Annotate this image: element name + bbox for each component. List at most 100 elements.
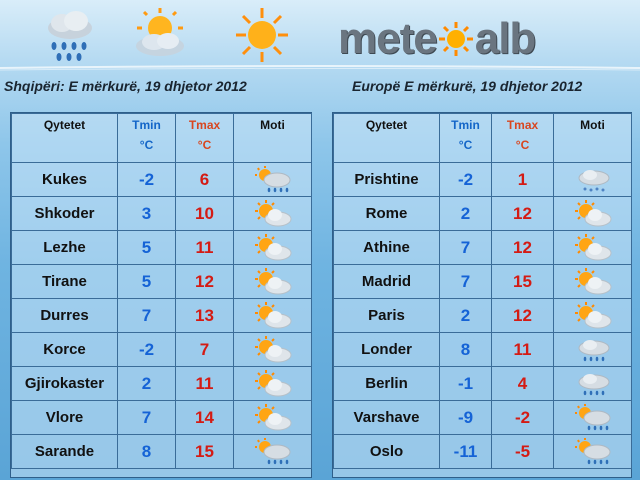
weather-cell — [553, 332, 632, 367]
europe-forecast-table: Qytetet Tmin °C Tmax °C Moti Prishtine -2 1 R… — [333, 113, 632, 469]
weather-cell — [553, 366, 632, 401]
table-row: Korce -2 7 — [11, 332, 312, 367]
tmin-cell: 7 — [439, 230, 492, 265]
tmin-cell: -2 — [439, 162, 492, 197]
header-swoosh — [0, 65, 640, 71]
table-row: Shkoder 3 10 — [11, 196, 312, 231]
table-row: Paris 2 12 — [333, 298, 632, 333]
sun-cloud-icon — [234, 301, 311, 330]
city-cell: Prishtine — [333, 162, 440, 197]
tmax-cell: 11 — [175, 230, 234, 265]
tmin-cell: 8 — [439, 332, 492, 367]
header: mete alb — [0, 0, 640, 72]
sun-cloud-rain-icon — [554, 437, 631, 466]
tmin-cell: -1 — [439, 366, 492, 401]
weather-cell — [233, 332, 312, 367]
sun-cloud-icon — [554, 233, 631, 262]
city-cell: Rome — [333, 196, 440, 231]
sun-cloud-icon — [234, 335, 311, 364]
tmax-cell: -2 — [491, 400, 554, 435]
tmin-cell: 5 — [117, 264, 176, 299]
col-header-tmin: Tmin °C — [117, 113, 176, 163]
tmin-cell: -2 — [117, 332, 176, 367]
tmax-cell: 12 — [491, 196, 554, 231]
europe-forecast-panel: Qytetet Tmin °C Tmax °C Moti Prishtine -2 1 R… — [332, 112, 632, 478]
sun-cloud-icon — [234, 267, 311, 296]
weather-cell — [553, 400, 632, 435]
tmin-cell: 7 — [117, 298, 176, 333]
table-row: Tirane 5 12 — [11, 264, 312, 299]
tmax-cell: 15 — [175, 434, 234, 469]
table-row: Lezhe 5 11 — [11, 230, 312, 265]
city-cell: Gjirokaster — [11, 366, 118, 401]
weather-cell — [553, 162, 632, 197]
sun-cloud-rain-icon — [554, 403, 631, 432]
sun-icon — [236, 8, 288, 62]
tmax-cell: 12 — [491, 230, 554, 265]
albania-date-label: Shqipëri: E mërkurë, 19 dhjetor 2012 — [4, 78, 247, 94]
table-row: Varshave -9 -2 — [333, 400, 632, 435]
city-cell: Berlin — [333, 366, 440, 401]
city-cell: Londer — [333, 332, 440, 367]
tmax-cell: 11 — [175, 366, 234, 401]
meteoalb-logo: mete alb — [338, 14, 537, 64]
rain-cloud-icon — [48, 11, 92, 61]
weather-cell — [233, 264, 312, 299]
logo-suffix: alb — [474, 14, 537, 63]
table-row: Vlore 7 14 — [11, 400, 312, 435]
tmax-cell: 6 — [175, 162, 234, 197]
sun-cloud-icon — [136, 8, 184, 56]
tmin-cell: -11 — [439, 434, 492, 469]
tmax-cell: -5 — [491, 434, 554, 469]
weather-cell — [553, 230, 632, 265]
col-header-weather: Moti — [233, 113, 312, 163]
table-row: Londer 8 11 — [333, 332, 632, 367]
sun-cloud-icon — [234, 403, 311, 432]
sun-cloud-rain-icon — [234, 165, 311, 194]
weather-cell — [553, 264, 632, 299]
table-header-row: Qytetet Tmin °C Tmax °C Moti — [333, 113, 632, 163]
weather-cell — [233, 298, 312, 333]
tmin-cell: -2 — [117, 162, 176, 197]
table-row: Athine 7 12 — [333, 230, 632, 265]
city-cell: Kukes — [11, 162, 118, 197]
tmax-cell: 4 — [491, 366, 554, 401]
tmin-cell: 2 — [117, 366, 176, 401]
europe-date-label: Europë E mërkurë, 19 dhjetor 2012 — [352, 78, 583, 94]
weather-cell — [233, 230, 312, 265]
tmin-cell: 2 — [439, 196, 492, 231]
sun-cloud-icon — [554, 267, 631, 296]
table-row: Madrid 7 15 — [333, 264, 632, 299]
tmin-cell: 2 — [439, 298, 492, 333]
sun-cloud-rain-icon — [234, 437, 311, 466]
city-cell: Oslo — [333, 434, 440, 469]
weather-cell — [233, 434, 312, 469]
col-header-city: Qytetet — [11, 113, 118, 163]
sun-cloud-icon — [234, 233, 311, 262]
tmax-cell: 12 — [175, 264, 234, 299]
tmax-cell: 15 — [491, 264, 554, 299]
city-cell: Athine — [333, 230, 440, 265]
city-cell: Korce — [11, 332, 118, 367]
tmin-cell: 7 — [117, 400, 176, 435]
tmax-cell: 13 — [175, 298, 234, 333]
col-header-tmax: Tmax °C — [491, 113, 554, 163]
weather-cell — [553, 434, 632, 469]
city-cell: Varshave — [333, 400, 440, 435]
col-header-tmax: Tmax °C — [175, 113, 234, 163]
col-header-weather: Moti — [553, 113, 632, 163]
tmin-cell: -9 — [439, 400, 492, 435]
table-row: Gjirokaster 2 11 — [11, 366, 312, 401]
city-cell: Lezhe — [11, 230, 118, 265]
col-header-city: Qytetet — [333, 113, 440, 163]
city-cell: Tirane — [11, 264, 118, 299]
table-row: Prishtine -2 1 — [333, 162, 632, 197]
sun-cloud-icon — [554, 301, 631, 330]
sun-cloud-icon — [554, 199, 631, 228]
tmax-cell: 10 — [175, 196, 234, 231]
city-cell: Durres — [11, 298, 118, 333]
tmin-cell: 7 — [439, 264, 492, 299]
table-row: Rome 2 12 — [333, 196, 632, 231]
weather-cell — [553, 196, 632, 231]
city-cell: Shkoder — [11, 196, 118, 231]
